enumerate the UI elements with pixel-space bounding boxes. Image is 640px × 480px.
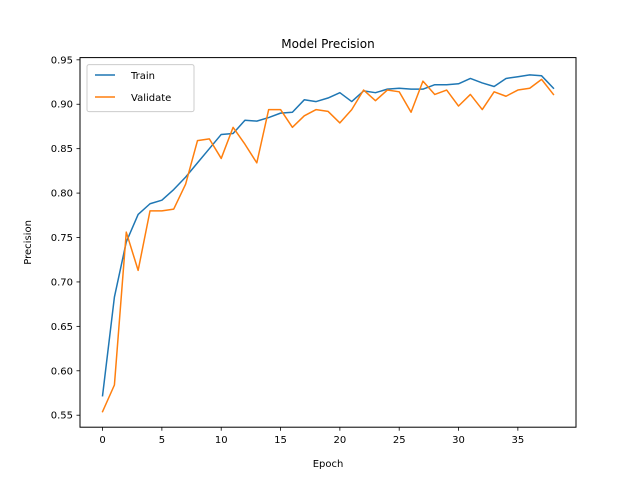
series-line-train [101,74,555,397]
legend-label-train: Train [130,71,155,82]
x-tick-label: 10 [215,435,228,446]
legend-label-validate: Validate [131,93,171,104]
y-axis-label: Precision [23,220,34,265]
y-tick-label: 0.60 [51,366,73,377]
plot-lines [101,74,555,413]
series-line-validate [101,78,555,413]
x-axis-label: Epoch [313,459,344,470]
x-tick-label: 5 [159,435,165,446]
x-tick-label: 35 [511,435,524,446]
x-tick-label: 25 [393,435,406,446]
y-tick-label: 0.65 [51,322,73,333]
y-axis-ticks: 0.55 0.60 0.65 0.70 0.75 0.80 0.85 0.90 0.95 [51,55,80,422]
y-tick-label: 0.90 [51,100,73,111]
y-tick-label: 0.70 [51,277,73,288]
x-tick-label: 0 [99,435,105,446]
legend: Train Validate [86,64,195,113]
plot-frame [79,57,577,428]
x-tick-label: 30 [452,435,465,446]
x-axis-ticks: 0 5 10 15 20 25 30 35 [99,427,524,446]
y-tick-label: 0.80 [51,189,73,200]
chart-title: Model Precision [281,37,374,51]
y-tick-label: 0.55 [51,411,73,422]
y-tick-label: 0.95 [51,55,73,66]
legend-box [86,64,195,113]
x-tick-label: 15 [274,435,287,446]
y-tick-label: 0.75 [51,233,73,244]
y-tick-label: 0.85 [51,144,73,155]
x-tick-label: 20 [333,435,346,446]
